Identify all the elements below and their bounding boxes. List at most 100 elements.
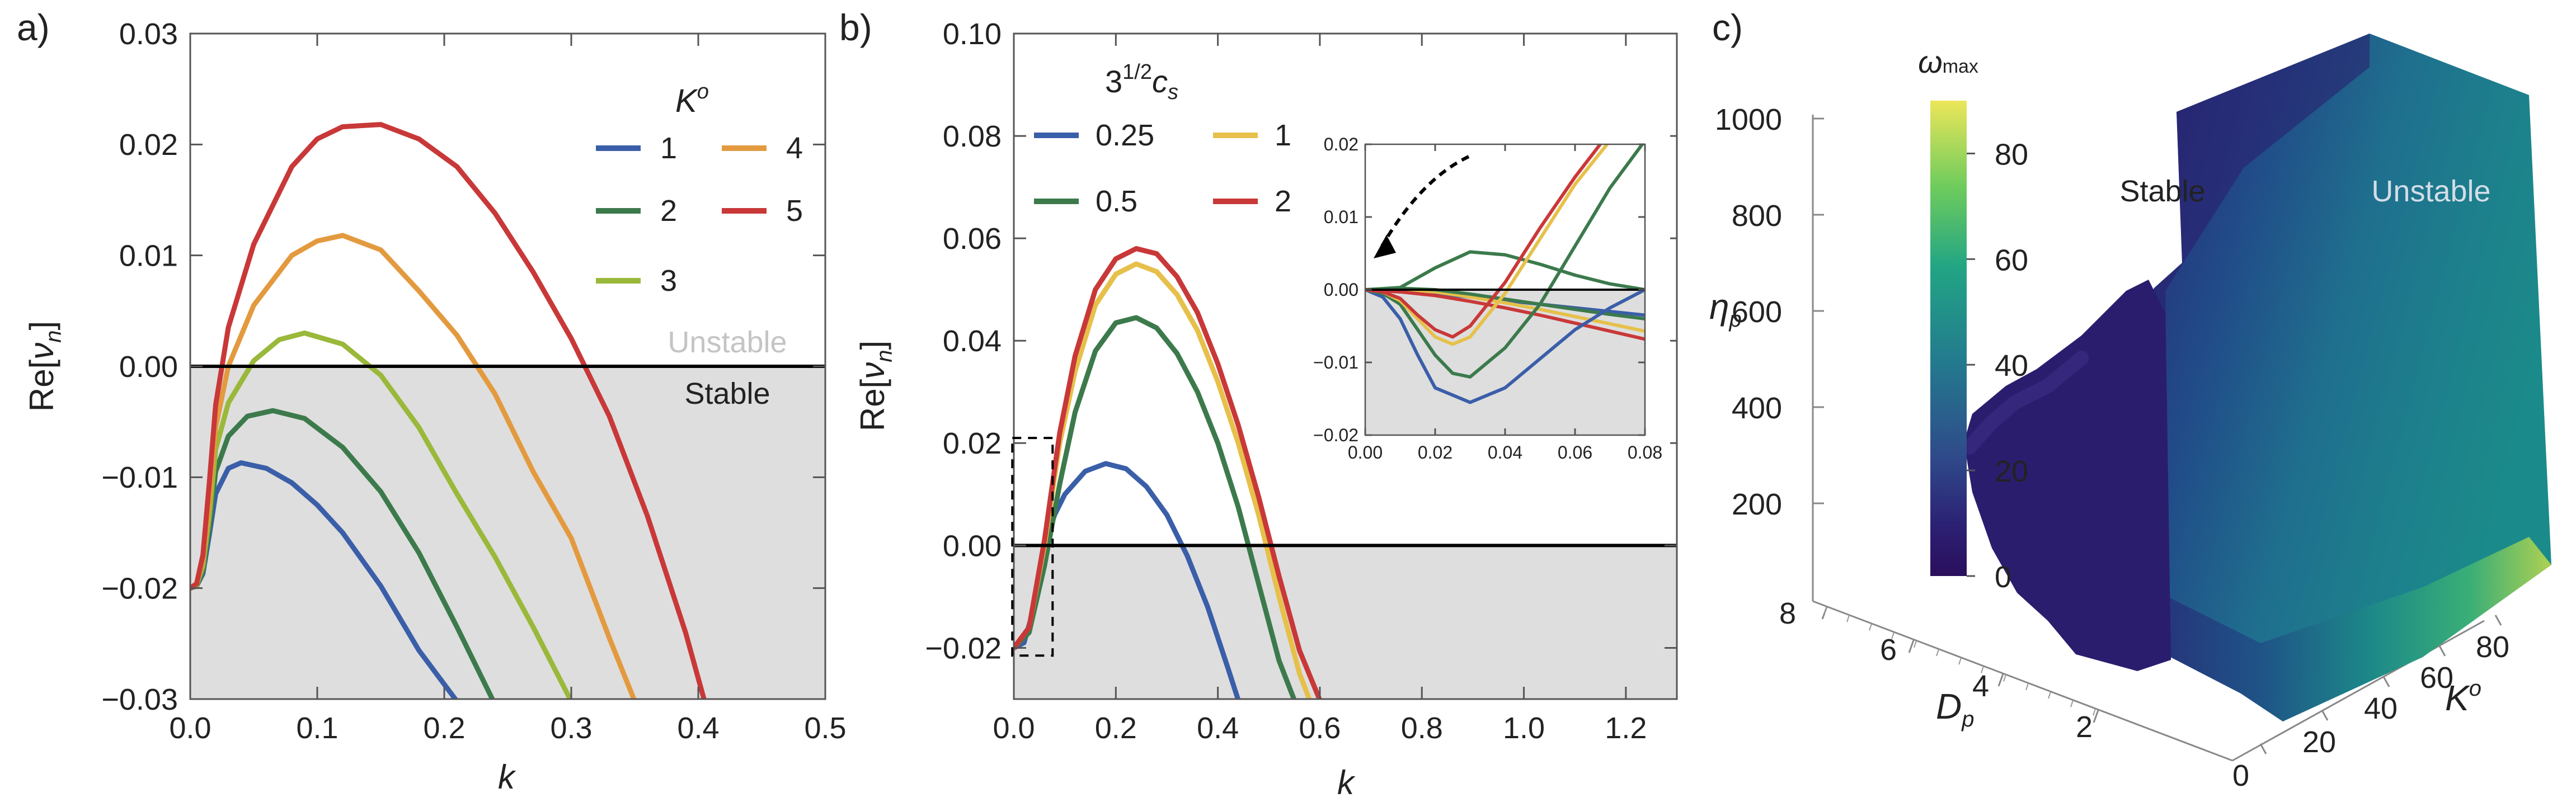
legend-title-sup: 1/2 — [1122, 60, 1152, 84]
y-tick-label: −0.01 — [1313, 352, 1358, 372]
zoom-box — [1011, 437, 1054, 657]
y-tick-label: −0.01 — [101, 461, 178, 494]
x-tick-label: 0.3 — [550, 711, 592, 745]
x-tick-label: 0.5 — [804, 711, 846, 745]
x-tick-label: 1.0 — [1503, 711, 1545, 745]
panel-a: a) 0.0 0.1 0.2 0.3 0.4 0.5 −0.03 −0.02 −0.01 0.00… — [17, 7, 847, 796]
k-tick-label: 40 — [2364, 692, 2398, 725]
dp-minor-tick — [1981, 666, 1984, 673]
y-axis-title-text: Re[ — [23, 359, 60, 412]
x-tick-label: 0.00 — [1348, 442, 1383, 463]
k-tick-mark — [2382, 676, 2390, 687]
y-tick-label: 0.01 — [119, 239, 178, 273]
y-axis-title-var: ν — [23, 343, 60, 360]
series-group — [190, 122, 707, 699]
eta-tick-label: 200 — [1732, 488, 1782, 521]
k-tick-label: 20 — [2302, 725, 2336, 759]
dp-tick-label: 4 — [1972, 669, 1989, 703]
x-tick-label: 0.4 — [1197, 711, 1239, 745]
legend: 31/2cs 0.25 0.5 1 2 — [1034, 60, 1291, 218]
x-tick-label: 1.2 — [1605, 711, 1647, 745]
dp-tick-mark — [2093, 710, 2099, 723]
x-axis-title: k — [498, 758, 516, 796]
y-tick-label: 0.10 — [943, 17, 1002, 51]
dp-tick-label: 2 — [2076, 710, 2093, 744]
dp-minor-tick — [2025, 683, 2029, 691]
dp-axis-line — [1812, 600, 2233, 762]
eta-tick-label: 600 — [1732, 295, 1782, 329]
y-tick-label: 0.04 — [943, 324, 1002, 358]
legend: Ko 1 2 3 4 5 — [596, 80, 803, 298]
dp-minor-tick — [1891, 632, 1895, 639]
x-tick-label: 0.6 — [1299, 711, 1341, 745]
y-axis-title-text: Re[ — [854, 379, 891, 431]
legend-label-0-5: 0.5 — [1096, 185, 1137, 218]
eta-tick-label: 400 — [1732, 391, 1782, 425]
y-tick-label: −0.02 — [925, 631, 1002, 665]
legend-label-2: 2 — [660, 194, 677, 228]
y-tick-label: 0.02 — [943, 427, 1002, 460]
k-tick-mark — [2494, 615, 2502, 626]
legend-title-sub: s — [1168, 81, 1178, 104]
series-line-0-5 — [1365, 144, 1644, 379]
group-line — [1365, 288, 1645, 341]
panel-b: b) 0.0 0.2 0.4 0.6 0.8 1.0 1.2−0.020.000.020.0… — [839, 7, 1678, 801]
tick-group: 0.0 0.2 0.4 0.6 0.8 1.0 1.2−0.020.000.020.040.… — [925, 17, 1677, 745]
group-line — [1365, 250, 1645, 291]
x-tick-label: 0.02 — [1418, 442, 1452, 463]
front-face — [2101, 537, 2551, 721]
dp-tick-label: 6 — [1880, 633, 1897, 667]
k-tick-mark — [2321, 710, 2329, 721]
panel-b-label: b) — [839, 7, 872, 48]
y-tick-label: −0.02 — [1313, 425, 1358, 445]
dp-axis-title: Dp — [1936, 686, 1974, 732]
stable-label: Stable — [2119, 174, 2205, 208]
y-tick-label: −0.03 — [101, 683, 178, 716]
dp-tick-mark — [1908, 640, 1915, 653]
legend-title-var: c — [1152, 64, 1168, 99]
x-tick-label: 0.2 — [1095, 711, 1137, 745]
eta-tick-label: 800 — [1732, 199, 1782, 233]
y-tick-label: 0.03 — [119, 17, 178, 51]
legend-label-1: 1 — [1275, 119, 1291, 152]
dashed-arrow — [1380, 155, 1470, 247]
dp-minor-tick — [1958, 657, 1962, 665]
stable-label: Stable — [684, 377, 770, 410]
legend-title-main: K — [675, 83, 698, 119]
k-tick-label: 60 — [2420, 661, 2453, 695]
dp-minor-tick — [2003, 674, 2006, 682]
dp-minor-tick — [1824, 606, 1827, 614]
legend-label-0-25: 0.25 — [1096, 119, 1154, 152]
k-axis-title: Ko — [2445, 676, 2481, 718]
y-tick-label: 0.00 — [943, 529, 1002, 563]
y-tick-label: 0.00 — [119, 350, 178, 384]
stable-volume — [1964, 280, 2171, 671]
colorbar-tick-label: 0 — [1995, 560, 2011, 594]
x-tick-label: 0.1 — [296, 711, 338, 745]
y-axis-title-close: ] — [854, 341, 891, 350]
k-tick-label: 80 — [2476, 630, 2509, 664]
x-tick-label: 0.0 — [993, 711, 1035, 745]
series-line-2 — [1014, 246, 1323, 699]
y-tick-label: −0.02 — [101, 572, 178, 606]
k-axis-line — [2232, 620, 2485, 762]
x-tick-label: 0.4 — [677, 711, 719, 745]
inset-chart: 0.00 0.02 0.04 0.06 0.08 −0.02 −0.01 0.00 0.01 0.… — [1313, 117, 1670, 487]
y-tick-label: 0.06 — [943, 222, 1002, 256]
y-axis-title-close: ] — [23, 321, 60, 331]
legend-label-1: 1 — [660, 131, 677, 165]
colorbar-tick-label: 80 — [1995, 138, 2028, 171]
colorbar — [1930, 101, 1967, 576]
k-tick-mark — [2259, 743, 2267, 754]
y-tick-label: 0.02 — [119, 128, 178, 162]
colorbar-tick-label: 20 — [1995, 455, 2028, 488]
eta-axis-title: ηp — [1709, 286, 1742, 332]
panel-c-label: c) — [1712, 7, 1743, 48]
panel-a-label: a) — [17, 7, 50, 48]
legend-label-2: 2 — [1275, 185, 1291, 218]
colorbar-tick-label: 60 — [1995, 243, 2028, 277]
k-tick-label: 0 — [2232, 759, 2249, 792]
